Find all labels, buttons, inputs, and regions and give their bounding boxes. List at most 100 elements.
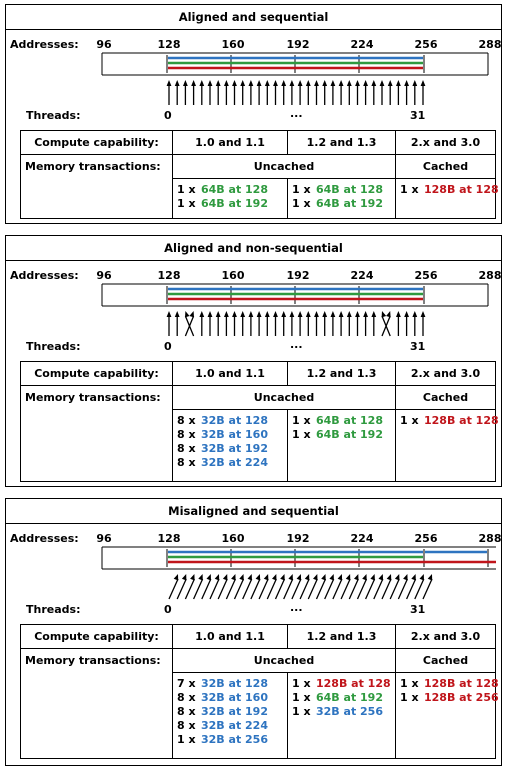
capability-2-x-3-0: 2.x and 3.0 (395, 361, 496, 386)
thread-arrow-head (272, 574, 277, 581)
thread-arrow-head (305, 311, 311, 317)
thread-arrow-head (362, 574, 367, 581)
thread-arrow-head (345, 574, 351, 581)
thread-arrow-head (420, 80, 426, 86)
transactions-col-1: 1 x 64B at 128 1 x 64B at 192 (172, 178, 288, 219)
thread-arrow-head (289, 80, 295, 86)
thread-ellipsis: ... (290, 338, 303, 351)
thread-arrow-head (346, 311, 352, 317)
thread-arrow-head (304, 574, 310, 581)
thread-arrow-shaft (414, 578, 425, 600)
uncached-label: Uncached (172, 648, 396, 673)
capability-2-x-3-0: 2.x and 3.0 (395, 624, 496, 649)
address-288: 288 (478, 269, 502, 282)
thread-arrow-head (314, 80, 319, 86)
thread-arrow-shaft (299, 578, 310, 600)
thread-arrow-head (166, 311, 172, 317)
thread-arrow-head (338, 311, 344, 317)
thread-arrow-head (248, 80, 254, 86)
thread-arrow-head (191, 80, 196, 86)
thread-arrow-head (174, 311, 180, 317)
thread-arrow-head (330, 80, 336, 86)
thread-arrow-shaft (315, 578, 327, 600)
address-128: 128 (157, 532, 181, 545)
thread-arrow-head (173, 574, 179, 581)
threads-label: Threads: (26, 109, 81, 122)
transaction-lines (168, 56, 423, 70)
thread-arrow-head (379, 80, 385, 86)
thread-arrow-shaft (291, 578, 302, 600)
thread-arrow-head (224, 311, 229, 317)
address-256: 256 (414, 269, 438, 282)
thread-arrow-shaft (365, 578, 376, 600)
thread-arrow-head (232, 80, 237, 86)
memory-bar (101, 52, 489, 76)
thread-last: 31 (410, 603, 426, 616)
thread-arrow-head (185, 311, 190, 318)
transactions-col-3: 1 x 128B at 128 (395, 178, 499, 219)
thread-arrow-head (198, 574, 203, 581)
panel-title: Misaligned and sequential (6, 499, 501, 524)
thread-arrow-shaft (389, 578, 400, 600)
thread-arrows (168, 574, 433, 600)
thread-arrow-shaft (209, 578, 220, 600)
thread-arrow-head (289, 311, 295, 317)
thread-arrow-head (263, 574, 269, 581)
panel-title: Aligned and sequential (6, 5, 501, 30)
thread-arrow-head (371, 80, 377, 86)
thread-arrow-head (330, 311, 336, 317)
threads-label: Threads: (26, 340, 81, 353)
thread-arrow-shaft (225, 578, 236, 600)
thread-arrow-head (297, 311, 303, 317)
thread-arrow-head (207, 80, 213, 86)
transaction-item: 8 x 32B at 192 (177, 705, 268, 718)
thread-arrow-head (240, 80, 246, 86)
thread-arrow-head (314, 311, 319, 317)
transaction-item: 1 x 64B at 192 (177, 197, 268, 210)
threads-label: Threads: (26, 603, 81, 616)
address-224: 224 (350, 532, 374, 545)
address-256: 256 (414, 532, 438, 545)
address-96: 96 (96, 38, 112, 51)
thread-arrow-head (396, 311, 401, 317)
thread-arrow-head (338, 80, 344, 86)
address-224: 224 (350, 38, 374, 51)
thread-arrow-head (403, 574, 408, 581)
thread-arrow-shaft (381, 578, 392, 600)
thread-arrow-head (190, 574, 195, 581)
thread-arrow-head (396, 80, 401, 86)
thread-arrow-head (166, 80, 172, 86)
panel-aligned-sequential: Aligned and sequential Addresses: 96 128… (5, 4, 502, 224)
thread-arrow-head (199, 311, 205, 317)
thread-arrow-head (412, 80, 418, 86)
capability-1-2-1-3: 1.2 and 1.3 (287, 624, 396, 649)
thread-arrow-head (427, 574, 433, 581)
thread-arrow-shaft (422, 578, 433, 600)
panel-aligned-non-sequential: Aligned and non-sequential Addresses: 96… (5, 235, 502, 487)
thread-arrow-head (222, 574, 228, 581)
transaction-item: 1 x 64B at 128 (292, 414, 383, 427)
thread-arrow-head (189, 311, 194, 318)
capability-1-2-1-3: 1.2 and 1.3 (287, 130, 396, 155)
thread-arrow-head (305, 80, 311, 86)
thread-arrow-head (281, 80, 287, 86)
thread-arrow-head (288, 574, 293, 581)
thread-arrow-head (363, 80, 368, 86)
thread-arrow-head (206, 574, 211, 581)
thread-arrow-head (256, 311, 262, 317)
thread-arrows (166, 311, 426, 337)
transactions-table: Compute capability: 1.0 and 1.1 1.2 and … (20, 130, 499, 219)
address-96: 96 (96, 269, 112, 282)
address-128: 128 (157, 38, 181, 51)
thread-arrow-head (378, 574, 384, 581)
transaction-item: 1 x 128B at 128 (400, 414, 499, 427)
thread-arrow-head (355, 80, 360, 86)
address-256: 256 (414, 38, 438, 51)
address-224: 224 (350, 269, 374, 282)
transaction-item: 7 x 32B at 128 (177, 677, 268, 690)
transaction-item: 1 x 64B at 192 (292, 197, 383, 210)
memory-transactions-label: Memory transactions: (20, 648, 173, 759)
thread-arrow-shaft (283, 578, 294, 600)
thread-arrow-shaft (168, 578, 179, 600)
thread-arrow-head (404, 80, 409, 86)
